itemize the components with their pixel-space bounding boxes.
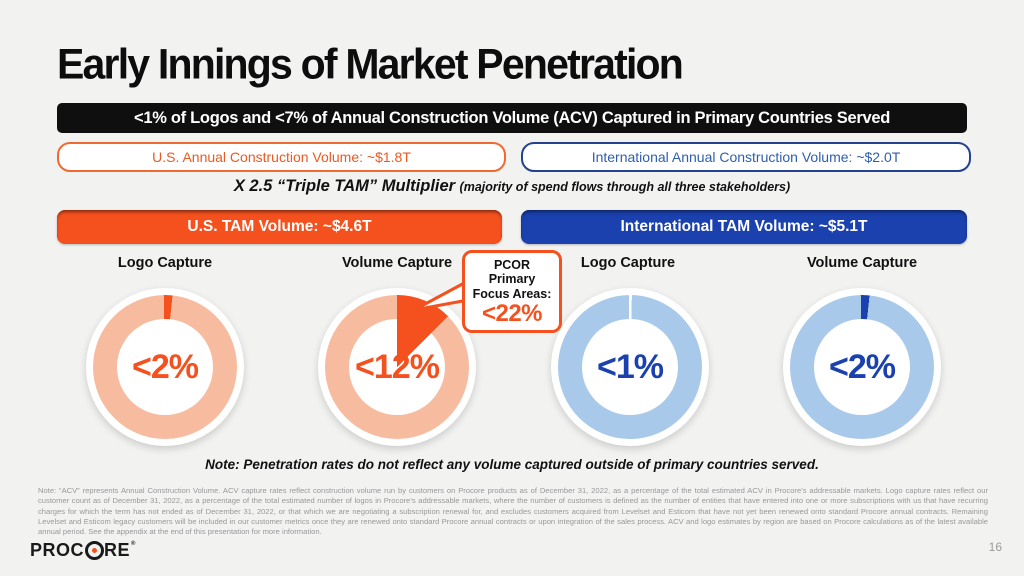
intl-tam-text: International TAM Volume: ~$5.1T	[620, 218, 868, 235]
donut-value-us-volume: <12%	[355, 347, 440, 386]
donut-label-intl-logo: Logo Capture	[580, 255, 676, 271]
donut-label-intl-volume: Volume Capture	[806, 255, 918, 271]
donut-ring: <2%	[790, 295, 934, 439]
logo-orange-dot-icon	[91, 547, 97, 553]
intl-acv-text: International Annual Construction Volume…	[591, 149, 901, 165]
callout-line2: Focus Areas:	[472, 286, 552, 301]
pcor-focus-callout: PCOR Primary Focus Areas: <22%	[412, 250, 562, 334]
donut-chart-intl-logo: <1%	[551, 288, 709, 446]
donut-hole	[117, 319, 213, 415]
donut-value-intl-logo: <1%	[597, 347, 664, 386]
tam-multiplier-line: X 2.5 “Triple TAM” Multiplier (majority …	[0, 177, 1024, 196]
donut-hole	[814, 319, 910, 415]
donut-value-us-logo: <2%	[132, 347, 199, 386]
page-title: Early Innings of Market Penetration	[57, 40, 684, 88]
intl-tam-banner: International TAM Volume: ~$5.1T	[521, 210, 967, 244]
us-tam-text: U.S. TAM Volume: ~$4.6T	[187, 218, 372, 235]
donut-value-intl-volume: <2%	[829, 347, 896, 386]
donut-ring: <1%	[558, 295, 702, 439]
tam-multiplier-main: X 2.5 “Triple TAM” Multiplier	[233, 177, 456, 195]
logo-text-right: RE	[104, 539, 131, 560]
intl-acv-box: International Annual Construction Volume…	[521, 142, 971, 172]
callout-value: <22%	[481, 300, 543, 328]
callout-body: PCOR Primary Focus Areas: <22%	[462, 250, 562, 334]
us-acv-box: U.S. Annual Construction Volume: ~$1.8T	[57, 142, 506, 172]
penetration-note: Note: Penetration rates do not reflect a…	[205, 457, 819, 472]
tam-multiplier-sub: (majority of spend flows through all thr…	[459, 180, 791, 194]
logo-o-icon	[84, 540, 104, 560]
donut-label-us-logo: Logo Capture	[117, 255, 213, 271]
headline-banner: <1% of Logos and <7% of Annual Construct…	[57, 103, 967, 133]
logo-text-left: PROC	[30, 539, 85, 560]
headline-banner-text: <1% of Logos and <7% of Annual Construct…	[134, 108, 890, 127]
donut-chart-us-logo: <2%	[86, 288, 244, 446]
donut-ring: <2%	[93, 295, 237, 439]
donut-wedge-segment	[325, 295, 469, 439]
us-tam-banner: U.S. TAM Volume: ~$4.6T	[57, 210, 502, 244]
page-number: 16	[988, 540, 1002, 554]
donut-chart-intl-volume: <2%	[783, 288, 941, 446]
callout-line1: PCOR Primary	[488, 258, 536, 287]
us-acv-text: U.S. Annual Construction Volume: ~$1.8T	[152, 149, 411, 165]
procore-logo: PROC RE ®	[30, 539, 136, 560]
donut-ring: <12%	[325, 295, 469, 439]
footnote-text: Note: “ACV” represents Annual Constructi…	[38, 486, 988, 536]
donut-chart-us-volume: <12%	[318, 288, 476, 446]
logo-trademark: ®	[131, 541, 136, 547]
donut-label-us-volume: Volume Capture	[341, 255, 453, 271]
donut-hole	[582, 319, 678, 415]
